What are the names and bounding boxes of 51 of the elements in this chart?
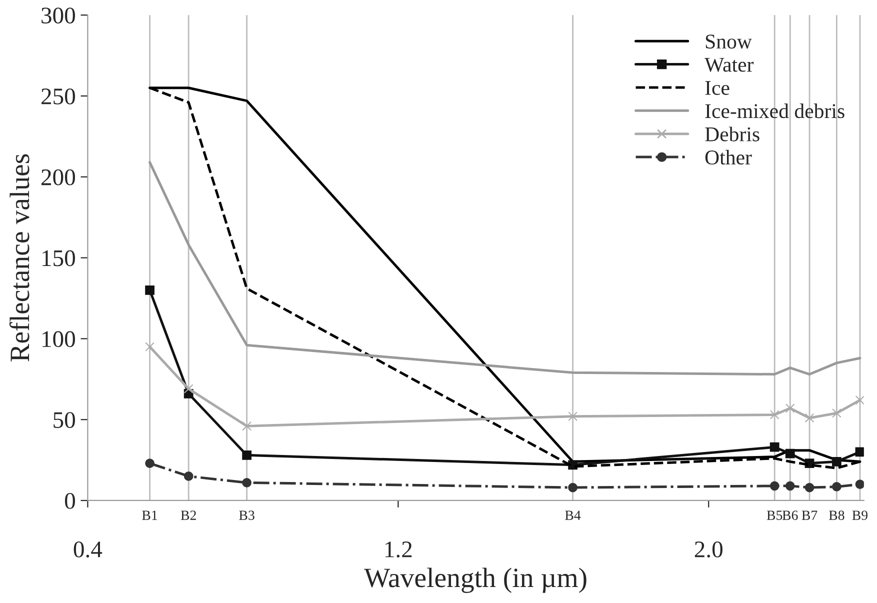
ref-line-label: B1 — [142, 510, 158, 520]
point — [145, 342, 154, 352]
legend-label: Ice — [705, 81, 730, 95]
point — [785, 448, 795, 458]
legend-label: Other — [705, 150, 752, 165]
x-axis-title: Wavelength (in µm) — [364, 568, 586, 594]
x-tick-label: 1.2 — [385, 542, 412, 558]
point — [242, 421, 252, 431]
y-tick-label: 100 — [42, 331, 75, 348]
legend-label: Debris — [705, 126, 760, 142]
point — [568, 412, 578, 422]
point — [855, 480, 864, 489]
point — [785, 404, 795, 413]
y-tick-label: 300 — [42, 8, 75, 24]
point — [785, 481, 795, 491]
x-tick-label: 0.4 — [74, 541, 102, 558]
x-tick-label: 2.0 — [694, 541, 722, 558]
point — [242, 450, 252, 460]
ref-line-label: B7 — [802, 510, 818, 520]
point — [184, 384, 194, 394]
point — [832, 482, 842, 492]
y-axis-title: Reflectance values — [9, 154, 30, 362]
y-tick-label: 250 — [42, 88, 75, 104]
ref-line-label: B9 — [852, 510, 868, 520]
y-tick-label: 0 — [64, 492, 75, 509]
ref-line-label: B8 — [828, 510, 844, 520]
point — [855, 395, 864, 405]
ref-line-label: B3 — [239, 510, 254, 520]
y-tick-label: 200 — [42, 169, 75, 186]
y-tick-label: 150 — [42, 250, 75, 266]
ref-line-label: B2 — [180, 510, 196, 520]
y-tick-label: 50 — [54, 412, 75, 428]
legend-label: Water — [704, 58, 754, 72]
point — [568, 482, 578, 492]
point — [770, 410, 780, 420]
point — [145, 285, 154, 295]
point — [832, 456, 842, 466]
legend-label: Ice-mixed debris — [705, 104, 844, 118]
point — [184, 472, 194, 481]
ref-line-label: B4 — [565, 510, 581, 520]
ref-line-label: B6 — [782, 510, 798, 520]
point — [804, 413, 814, 423]
point — [770, 442, 780, 452]
point — [832, 408, 842, 418]
point — [855, 447, 864, 457]
point — [145, 458, 154, 468]
point — [770, 481, 780, 491]
legend-label: Snow — [706, 34, 752, 49]
point — [242, 478, 252, 488]
point — [804, 482, 814, 492]
ref-line-label: B5 — [766, 510, 782, 520]
